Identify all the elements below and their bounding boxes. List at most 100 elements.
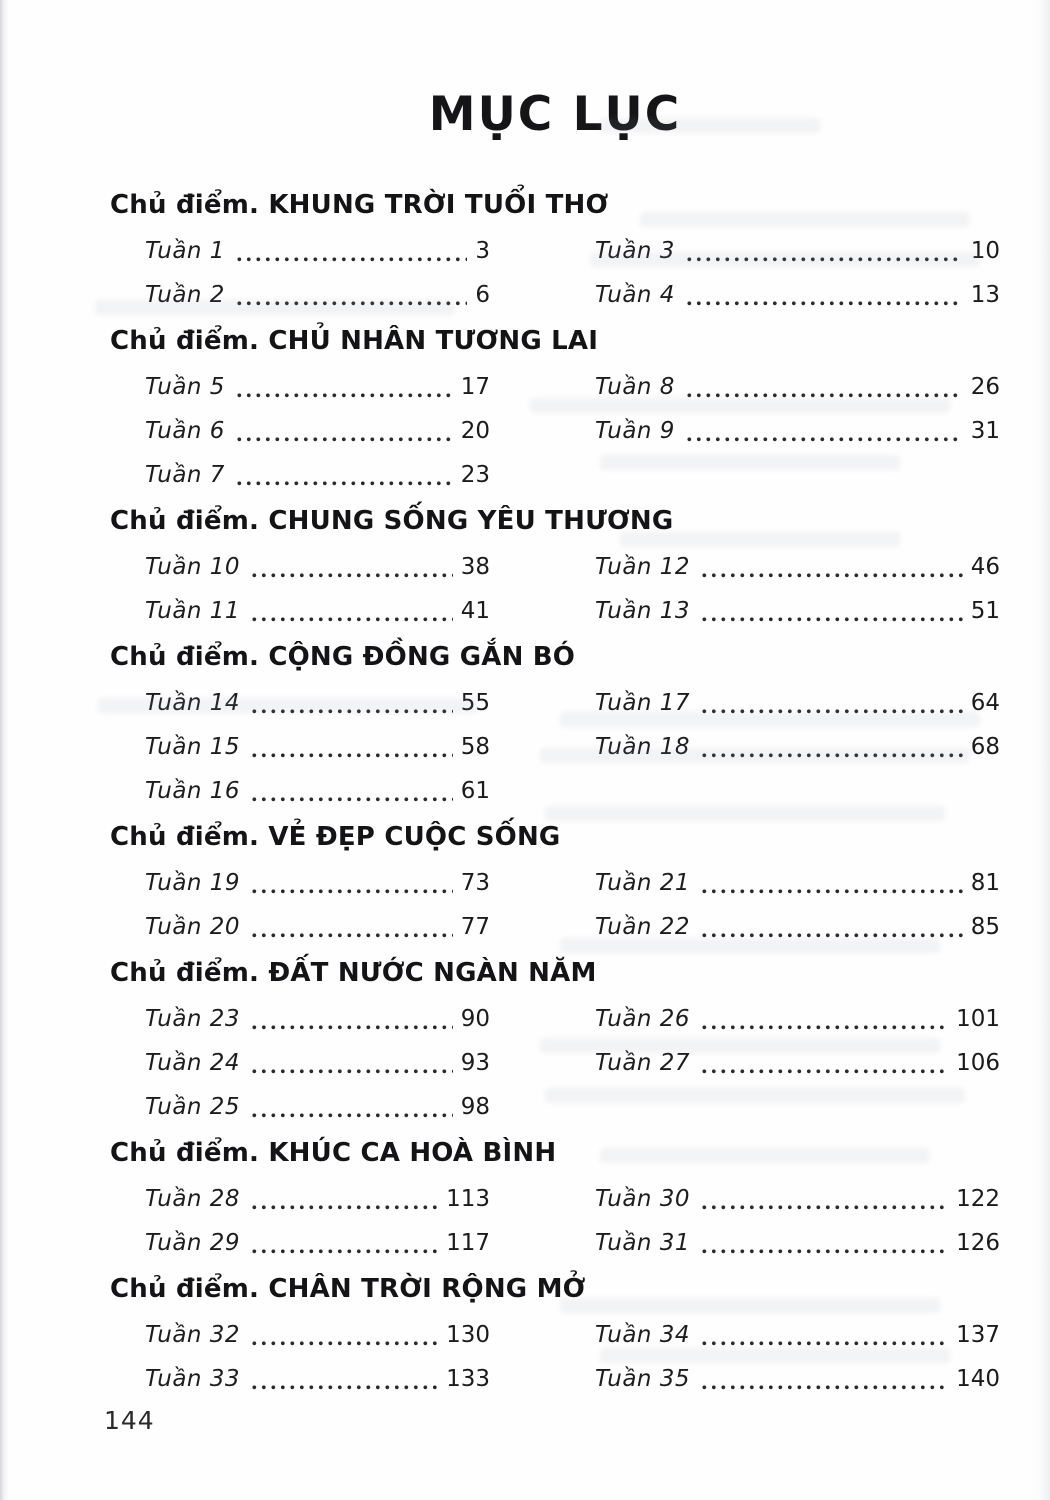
dot-leader bbox=[702, 1340, 949, 1346]
toc-entry-page: 64 bbox=[970, 690, 1000, 716]
section-header: Chủ điểm. ĐẤT NƯỚC NGÀN NĂM bbox=[110, 958, 597, 988]
toc-column-left: Tuần 10 38 Tuần 11 41 bbox=[145, 545, 490, 633]
dot-leader bbox=[252, 1204, 439, 1210]
toc-entry-page: 31 bbox=[970, 418, 1000, 444]
toc-entry: Tuần 15 58 bbox=[145, 725, 490, 769]
dot-leader bbox=[702, 708, 963, 714]
toc-column-right: Tuần 30 122 Tuần 31 126 bbox=[595, 1177, 1000, 1265]
toc-entry-label: Tuần 23 bbox=[145, 1006, 241, 1032]
folio-page-number: 144 bbox=[104, 1406, 155, 1435]
toc-entry-label: Tuần 14 bbox=[145, 690, 241, 716]
toc-entry: Tuần 6 20 bbox=[145, 409, 490, 453]
toc-entry: Tuần 33 133 bbox=[145, 1357, 490, 1401]
toc-entry-label: Tuần 2 bbox=[145, 282, 225, 308]
toc-column-left: Tuần 28 113 Tuần 29 117 bbox=[145, 1177, 490, 1265]
toc-entry: Tuần 25 98 bbox=[145, 1085, 490, 1129]
toc-entry-label: Tuần 4 bbox=[595, 282, 675, 308]
dot-leader bbox=[702, 616, 963, 622]
dot-leader bbox=[686, 300, 963, 306]
toc-section: Chủ điểm. KHÚC CA HOÀ BÌNH Tuần 28 113 T… bbox=[110, 1129, 1000, 1265]
toc-entry: Tuần 8 26 bbox=[595, 365, 1000, 409]
toc-entry: Tuần 9 31 bbox=[595, 409, 1000, 453]
toc-entry-label: Tuần 13 bbox=[595, 598, 691, 624]
section-header: Chủ điểm. CHUNG SỐNG YÊU THƯƠNG bbox=[110, 506, 674, 536]
dot-leader bbox=[702, 888, 963, 894]
toc-entry: Tuần 35 140 bbox=[595, 1357, 1000, 1401]
toc-entry-label: Tuần 8 bbox=[595, 374, 675, 400]
toc-entry-label: Tuần 5 bbox=[145, 374, 225, 400]
dot-leader bbox=[252, 796, 453, 802]
toc-entry: Tuần 19 73 bbox=[145, 861, 490, 905]
dot-leader bbox=[702, 1248, 949, 1254]
toc-entry-label: Tuần 9 bbox=[595, 418, 675, 444]
section-header: Chủ điểm. CHỦ NHÂN TƯƠNG LAI bbox=[110, 326, 599, 356]
toc-column-right: Tuần 34 137 Tuần 35 140 bbox=[595, 1313, 1000, 1401]
toc-entry-label: Tuần 1 bbox=[145, 238, 225, 264]
toc-section: Chủ điểm. CHỦ NHÂN TƯƠNG LAI Tuần 5 17 T… bbox=[110, 317, 1000, 497]
toc-entry-page: 133 bbox=[446, 1366, 490, 1392]
toc-entry-label: Tuần 12 bbox=[595, 554, 691, 580]
dot-leader bbox=[236, 436, 453, 442]
section-header: Chủ điểm. KHÚC CA HOÀ BÌNH bbox=[110, 1138, 557, 1168]
dot-leader bbox=[702, 1068, 949, 1074]
toc-entry: Tuần 31 126 bbox=[595, 1221, 1000, 1265]
toc-entry-page: 137 bbox=[956, 1322, 1000, 1348]
toc-entry-label: Tuần 32 bbox=[145, 1322, 241, 1348]
toc-entry: Tuần 14 55 bbox=[145, 681, 490, 725]
toc-entry: Tuần 5 17 bbox=[145, 365, 490, 409]
toc-section: Chủ điểm. VẺ ĐẸP CUỘC SỐNG Tuần 19 73 Tu… bbox=[110, 813, 1000, 949]
section-rows: Tuần 32 130 Tuần 33 133 Tuần 34 137 Tuần… bbox=[110, 1313, 1000, 1401]
section-header: Chủ điểm. KHUNG TRỜI TUỔI THƠ bbox=[110, 190, 609, 220]
dot-leader bbox=[252, 1248, 439, 1254]
toc-entry-page: 6 bbox=[475, 282, 490, 308]
toc-entry-label: Tuần 26 bbox=[595, 1006, 691, 1032]
toc-entry: Tuần 1 3 bbox=[145, 229, 490, 273]
toc-entry: Tuần 13 51 bbox=[595, 589, 1000, 633]
dot-leader bbox=[252, 1112, 453, 1118]
section-header: Chủ điểm. CHÂN TRỜI RỘNG MỞ bbox=[110, 1274, 586, 1304]
dot-leader bbox=[252, 932, 453, 938]
toc-section: Chủ điểm. ĐẤT NƯỚC NGÀN NĂM Tuần 23 90 T… bbox=[110, 949, 1000, 1129]
toc-entry-page: 17 bbox=[460, 374, 490, 400]
toc-entry-label: Tuần 29 bbox=[145, 1230, 241, 1256]
toc-entry-page: 26 bbox=[970, 374, 1000, 400]
section-rows: Tuần 28 113 Tuần 29 117 Tuần 30 122 Tuần… bbox=[110, 1177, 1000, 1265]
toc-entry-label: Tuần 11 bbox=[145, 598, 241, 624]
toc-entry-label: Tuần 20 bbox=[145, 914, 241, 940]
toc-entry-label: Tuần 21 bbox=[595, 870, 691, 896]
dot-leader bbox=[686, 256, 963, 262]
dot-leader bbox=[252, 708, 453, 714]
toc-entry: Tuần 4 13 bbox=[595, 273, 1000, 317]
toc-entry: Tuần 24 93 bbox=[145, 1041, 490, 1085]
toc-entry-label: Tuần 27 bbox=[595, 1050, 691, 1076]
toc-column-right: Tuần 21 81 Tuần 22 85 bbox=[595, 861, 1000, 949]
dot-leader bbox=[252, 888, 453, 894]
toc-entry: Tuần 20 77 bbox=[145, 905, 490, 949]
toc-entry: Tuần 18 68 bbox=[595, 725, 1000, 769]
toc-entry-label: Tuần 7 bbox=[145, 462, 225, 488]
toc-entry-label: Tuần 19 bbox=[145, 870, 241, 896]
toc-entry: Tuần 26 101 bbox=[595, 997, 1000, 1041]
toc-entry-page: 113 bbox=[446, 1186, 490, 1212]
toc-entry-page: 58 bbox=[460, 734, 490, 760]
toc-entry-label: Tuần 34 bbox=[595, 1322, 691, 1348]
toc-entry-page: 117 bbox=[446, 1230, 490, 1256]
section-rows: Tuần 10 38 Tuần 11 41 Tuần 12 46 Tuần 13… bbox=[110, 545, 1000, 633]
toc-column-right: Tuần 26 101 Tuần 27 106 bbox=[595, 997, 1000, 1129]
toc-entry: Tuần 2 6 bbox=[145, 273, 490, 317]
dot-leader bbox=[252, 1024, 453, 1030]
toc-entry: Tuần 27 106 bbox=[595, 1041, 1000, 1085]
section-rows: Tuần 19 73 Tuần 20 77 Tuần 21 81 Tuần 22… bbox=[110, 861, 1000, 949]
toc-section: Chủ điểm. CHÂN TRỜI RỘNG MỞ Tuần 32 130 … bbox=[110, 1265, 1000, 1401]
section-rows: Tuần 1 3 Tuần 2 6 Tuần 3 10 Tuần 4 13 bbox=[110, 229, 1000, 317]
toc-entry-label: Tuần 35 bbox=[595, 1366, 691, 1392]
dot-leader bbox=[702, 572, 963, 578]
toc-entry-page: 68 bbox=[970, 734, 1000, 760]
section-header: Chủ điểm. CỘNG ĐỒNG GẮN BÓ bbox=[110, 642, 576, 672]
dot-leader bbox=[252, 616, 453, 622]
toc-column-right: Tuần 8 26 Tuần 9 31 bbox=[595, 365, 1000, 497]
toc-section: Chủ điểm. KHUNG TRỜI TUỔI THƠ Tuần 1 3 T… bbox=[110, 181, 1000, 317]
toc-entry: Tuần 3 10 bbox=[595, 229, 1000, 273]
dot-leader bbox=[236, 392, 453, 398]
toc-entry-label: Tuần 25 bbox=[145, 1094, 241, 1120]
